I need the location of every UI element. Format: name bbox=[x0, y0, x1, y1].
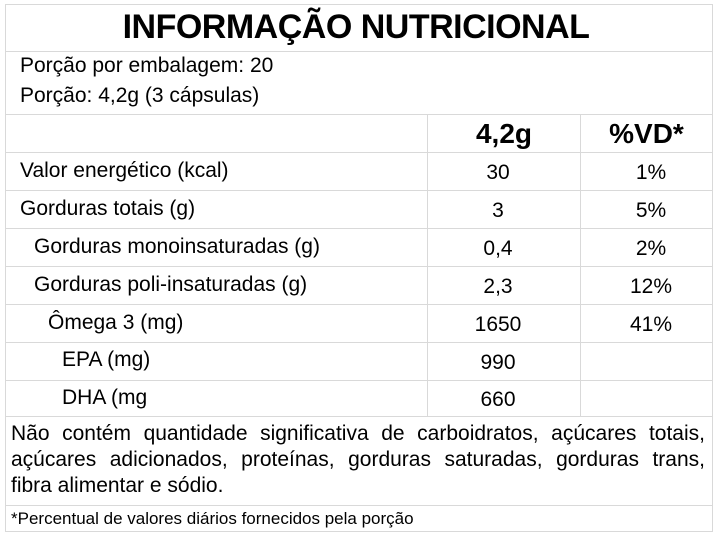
row-amount: 1650 bbox=[474, 313, 522, 336]
dv-footnote: *Percentual de valores diários fornecido… bbox=[11, 509, 414, 528]
row-label: EPA (mg) bbox=[62, 348, 151, 371]
servings-per-package: Porção por embalagem: 20 bbox=[20, 54, 274, 77]
row-label: Gorduras poli-insaturadas (g) bbox=[34, 273, 308, 296]
divider bbox=[6, 51, 712, 52]
row-dv: 12% bbox=[629, 275, 673, 298]
row-amount: 0,4 bbox=[483, 237, 513, 260]
row-amount: 3 bbox=[492, 199, 504, 222]
portion-size: Porção: 4,2g (3 cápsulas) bbox=[20, 84, 260, 107]
row-dv: 5% bbox=[635, 199, 667, 222]
divider bbox=[6, 505, 712, 506]
divider bbox=[6, 152, 712, 153]
amount-column-header: 4,2g bbox=[475, 118, 533, 149]
label-title: INFORMAÇÃO NUTRICIONAL bbox=[122, 8, 590, 46]
divider bbox=[6, 266, 712, 267]
divider bbox=[6, 114, 712, 115]
divider bbox=[6, 304, 712, 305]
divider bbox=[6, 228, 712, 229]
row-dv: 1% bbox=[635, 161, 667, 184]
row-label: Valor energético (kcal) bbox=[20, 159, 229, 182]
dv-column-header: %VD* bbox=[609, 118, 684, 149]
row-amount: 30 bbox=[486, 161, 510, 184]
nutrient-note: Não contém quantidade significativa de c… bbox=[11, 422, 705, 497]
column-divider bbox=[580, 114, 581, 416]
row-label: Ômega 3 (mg) bbox=[48, 311, 184, 334]
row-label: Gorduras monoinsaturadas (g) bbox=[34, 235, 320, 258]
column-divider bbox=[427, 114, 428, 416]
divider bbox=[6, 342, 712, 343]
divider bbox=[6, 380, 712, 381]
divider bbox=[6, 190, 712, 191]
row-label: Gorduras totais (g) bbox=[20, 197, 196, 220]
row-amount: 2,3 bbox=[483, 275, 513, 298]
divider bbox=[6, 416, 712, 417]
nutrition-label bbox=[5, 4, 713, 532]
row-dv: 41% bbox=[629, 313, 673, 336]
row-dv: 2% bbox=[635, 237, 667, 260]
row-amount: 990 bbox=[480, 351, 516, 374]
row-label: DHA (mg bbox=[62, 386, 148, 409]
row-amount: 660 bbox=[480, 388, 516, 411]
